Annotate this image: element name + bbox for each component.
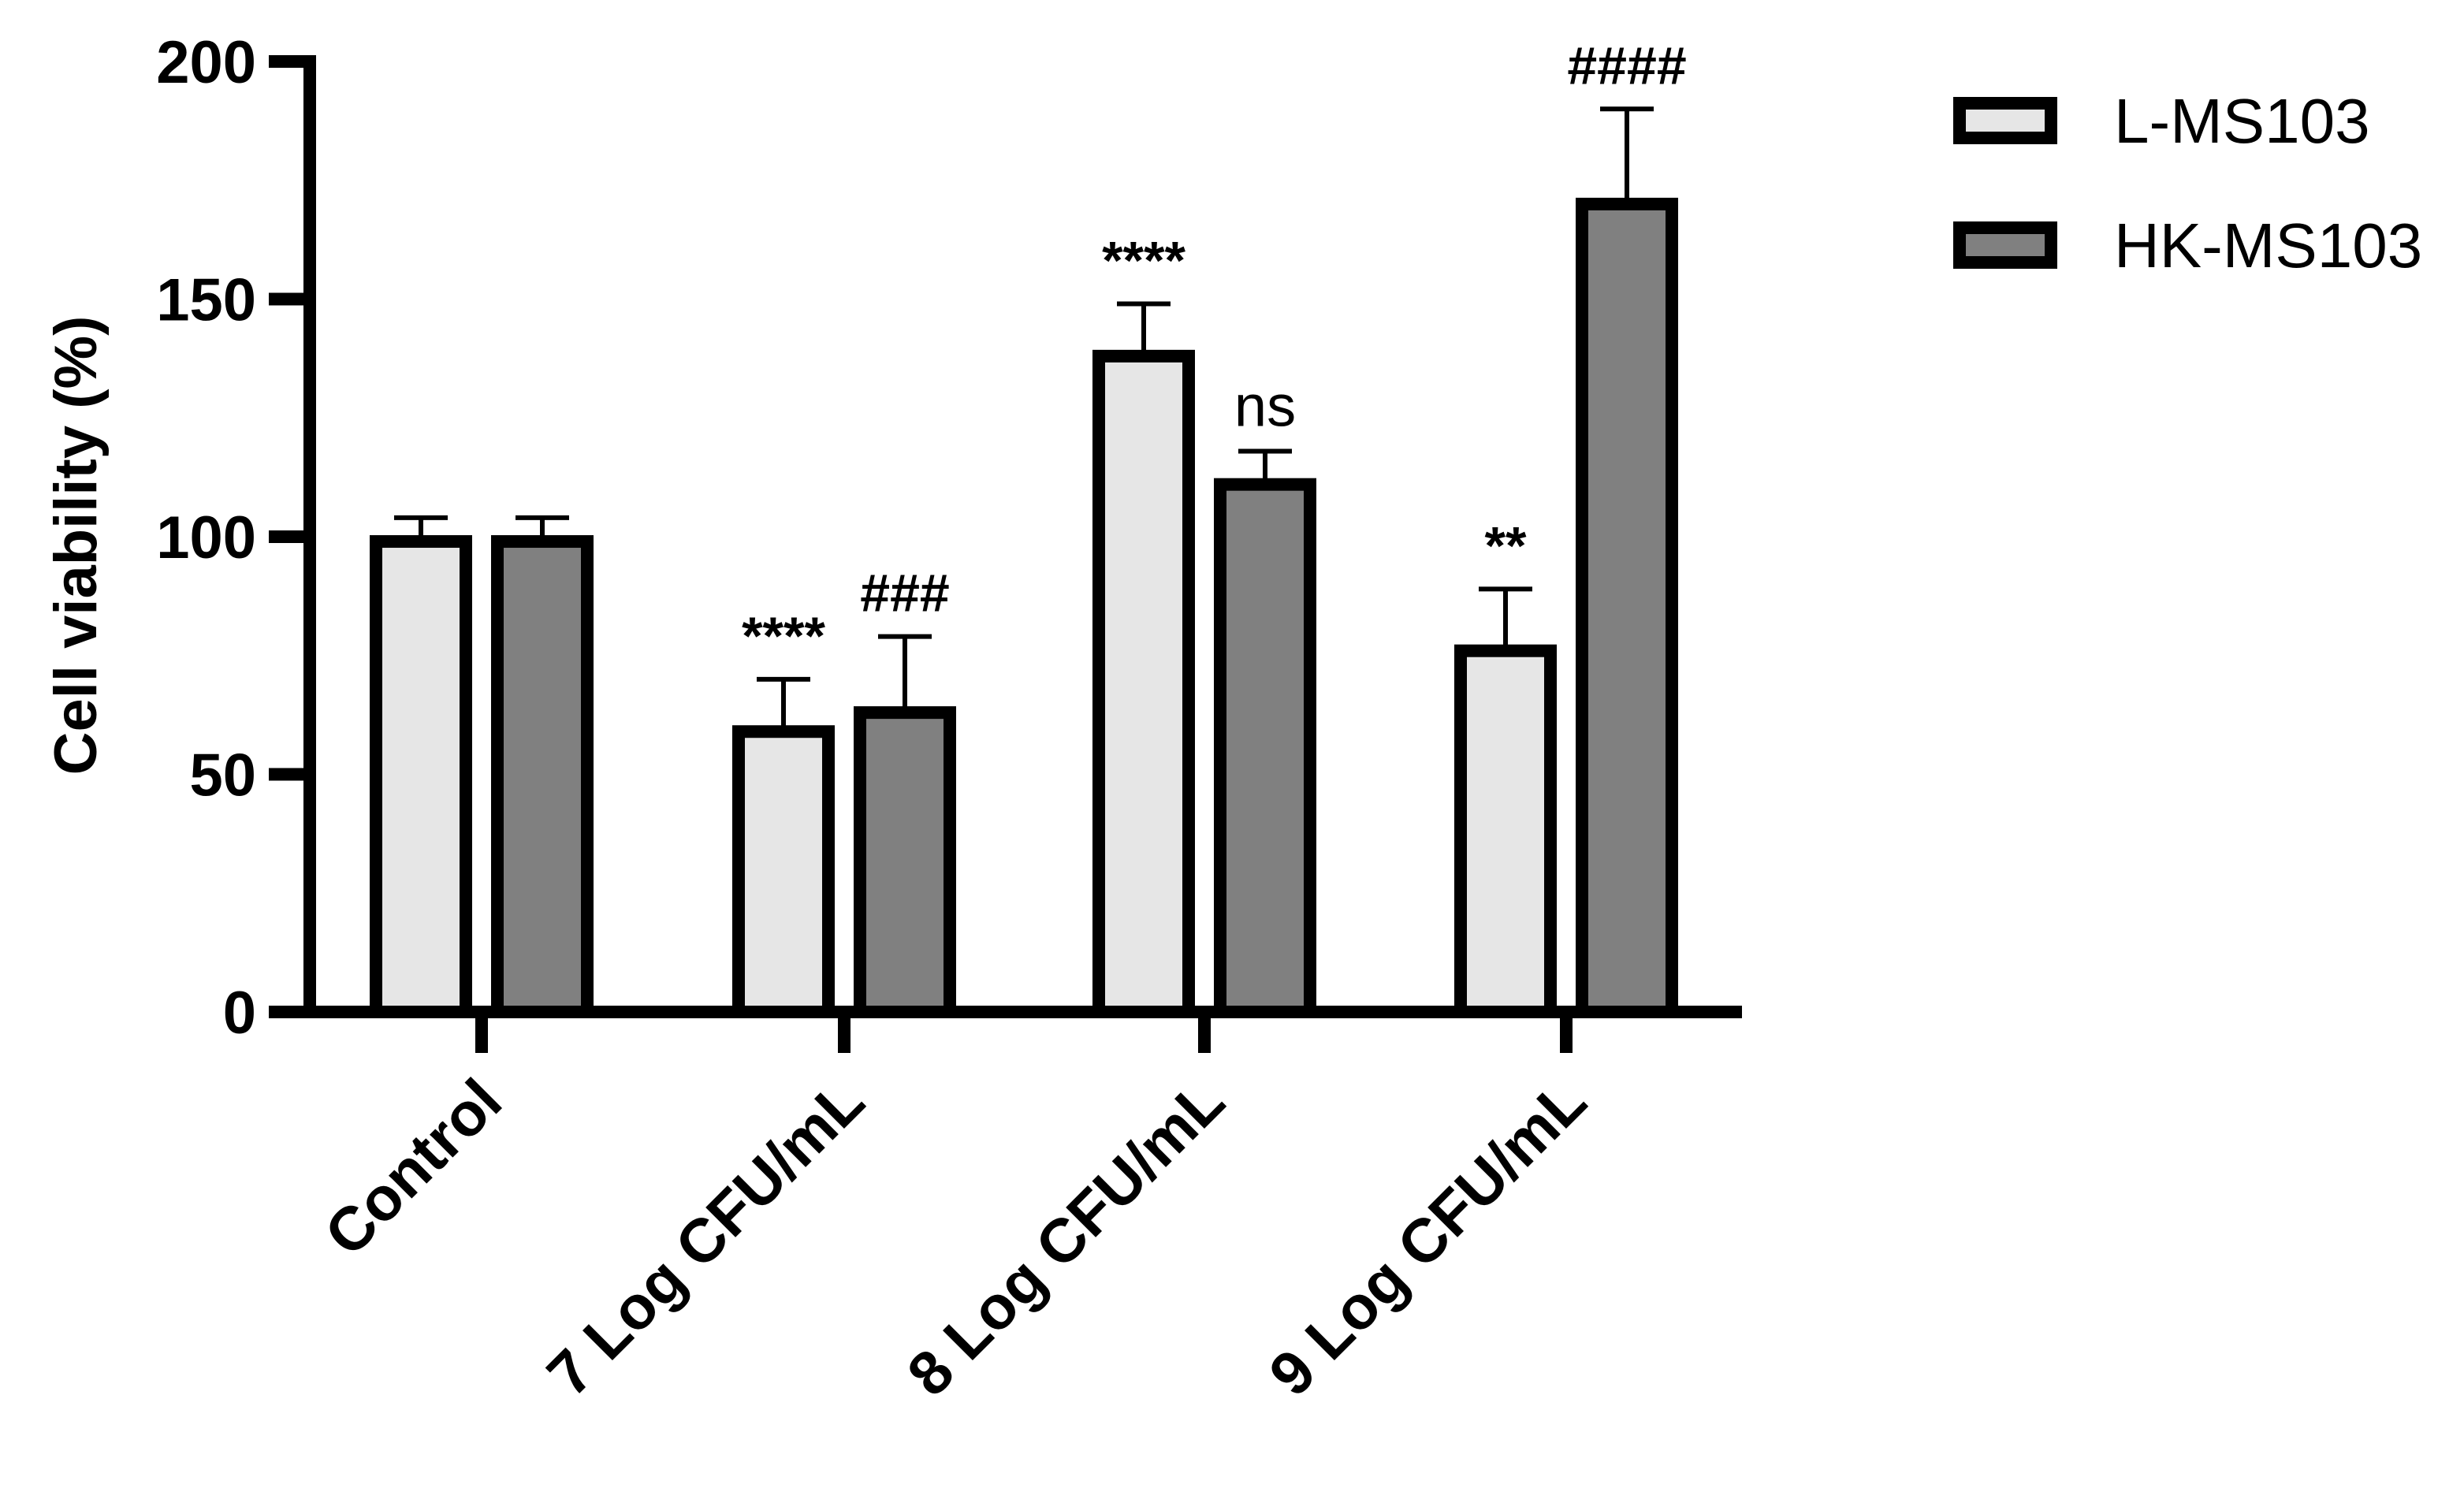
bar-0-3 [1454, 644, 1557, 1018]
bar-0-0 [370, 535, 472, 1018]
legend-label-0: L-MS103 [2114, 86, 2370, 156]
bar-1-2 [1214, 478, 1316, 1018]
bar-1-3 [1576, 197, 1678, 1018]
y-tick-label-200: 200 [156, 29, 256, 96]
legend-swatch-0 [1953, 97, 2057, 144]
significance-label-1-3: #### [1567, 35, 1686, 95]
x-tick-label-0: Control [311, 1066, 515, 1269]
y-tick-label-0: 0 [223, 980, 256, 1047]
legend-label-1: HK-MS103 [2114, 210, 2422, 281]
x-tick-label-1: 7 Log CFU/mL [534, 1066, 877, 1409]
bar-0-2 [1092, 349, 1195, 1018]
y-axis-title: Cell viability (%) [43, 316, 110, 776]
legend: L-MS103 HK-MS103 [1953, 86, 2422, 281]
x-tick-label-3: 9 Log CFU/mL [1256, 1066, 1599, 1409]
significance-label-0-2: **** [1102, 231, 1185, 291]
bar-0-1 [732, 725, 835, 1018]
y-tick-label-150: 150 [156, 267, 256, 334]
x-axis: Control 7 Log CFU/mL 8 Log CFU/mL 9 Log CFU… [303, 1006, 1742, 1409]
bar-1-1 [854, 706, 956, 1018]
significance-label-1-2: ns [1234, 373, 1296, 438]
y-tick-label-50: 50 [189, 742, 256, 809]
x-tick-label-2: 8 Log CFU/mL [894, 1066, 1238, 1409]
significance-label-0-3: ** [1485, 515, 1527, 575]
y-axis: 0 50 100 150 200 [156, 29, 316, 1047]
significance-label-1-1: ### [860, 564, 949, 623]
significance-label-0-1: **** [742, 606, 825, 666]
y-tick-label-100: 100 [156, 504, 256, 571]
legend-swatch-1 [1953, 221, 2057, 269]
bars: **********###ns#### [370, 35, 1687, 1018]
bar-1-0 [491, 535, 594, 1018]
